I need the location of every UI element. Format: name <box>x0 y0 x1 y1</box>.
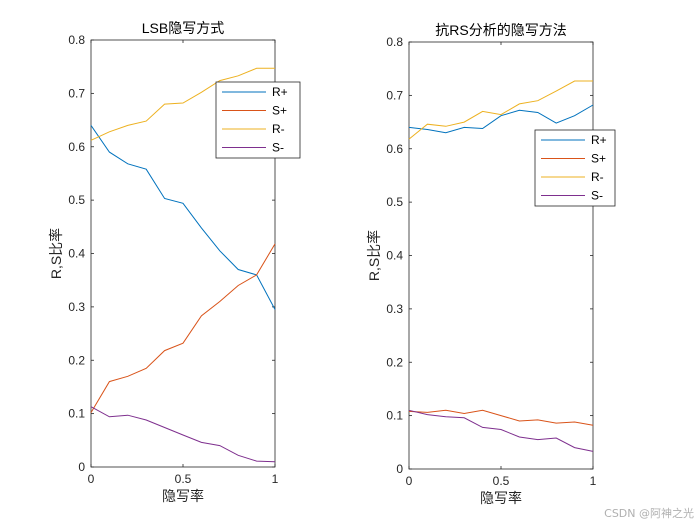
y-axis-label: R,S比率 <box>366 230 382 281</box>
series-line-S+ <box>90 243 276 413</box>
y-tick-label: 0.8 <box>68 33 85 47</box>
y-tick-label: 0.2 <box>68 353 85 367</box>
left-chart: 0 0.1 0.2 0.3 0.4 0.5 0.6 0.7 0.8 0 0.5 1 LSB隐写方式隐写率… <box>48 20 301 504</box>
series-line-S- <box>90 406 276 463</box>
x-tick-label: 0 <box>406 474 413 488</box>
right-chart: 0 0.1 0.2 0.3 0.4 0.5 0.6 0.7 0.8 0 0.5 1 抗RS分析的隐写方法… <box>366 22 616 506</box>
y-tick-label: 0.5 <box>68 193 85 207</box>
y-tick-label: 0.7 <box>68 86 85 100</box>
legend-label-S-: S- <box>272 141 284 155</box>
y-tick-label: 0 <box>396 462 403 476</box>
x-axis-label: 隐写率 <box>162 488 204 504</box>
y-tick-label: 0.7 <box>386 88 403 102</box>
y-axis-label: R,S比率 <box>48 228 64 279</box>
series-line-R+ <box>90 125 276 310</box>
x-tick-label: 0 <box>88 472 95 486</box>
legend-label-R+: R+ <box>591 133 607 147</box>
y-tick-label: 0.2 <box>386 355 403 369</box>
chart-title: LSB隐写方式 <box>142 20 224 36</box>
legend-label-R-: R- <box>272 122 285 136</box>
x-tick-label: 1 <box>590 474 597 488</box>
y-tick-label: 0.4 <box>68 247 85 261</box>
y-tick-label: 0 <box>78 460 85 474</box>
y-tick-label: 0.3 <box>68 300 85 314</box>
y-tick-label: 0.8 <box>386 35 403 49</box>
x-tick-label: 0.5 <box>175 472 192 486</box>
chart-title: 抗RS分析的隐写方法 <box>435 22 566 38</box>
legend-label-R+: R+ <box>272 85 288 99</box>
x-axis-label: 隐写率 <box>480 490 522 506</box>
y-tick-label: 0.4 <box>386 249 403 263</box>
legend-box <box>534 129 616 207</box>
series-line-S- <box>408 409 594 452</box>
y-tick-label: 0.3 <box>386 302 403 316</box>
series-line-S+ <box>408 409 594 426</box>
y-tick-label: 0.1 <box>386 409 403 423</box>
legend: R+ S+ R- S- <box>215 81 301 159</box>
y-tick-label: 0.1 <box>68 407 85 421</box>
legend-label-S+: S+ <box>272 104 287 118</box>
x-tick-label: 0.5 <box>493 474 510 488</box>
y-tick-label: 0.6 <box>386 142 403 156</box>
y-tick-label: 0.6 <box>68 140 85 154</box>
legend-label-S-: S- <box>591 189 603 203</box>
series-line-R- <box>408 80 593 140</box>
y-tick-label: 0.5 <box>386 195 403 209</box>
axes-box <box>408 41 594 470</box>
series-line-R+ <box>408 104 594 134</box>
series-line-R- <box>90 67 275 141</box>
legend-box <box>215 81 301 159</box>
legend-label-R-: R- <box>591 170 604 184</box>
x-tick-label: 1 <box>272 472 279 486</box>
watermark: CSDN @阿神之光 <box>604 507 694 520</box>
legend: R+ S+ R- S- <box>534 129 616 207</box>
legend-label-S+: S+ <box>591 152 606 166</box>
